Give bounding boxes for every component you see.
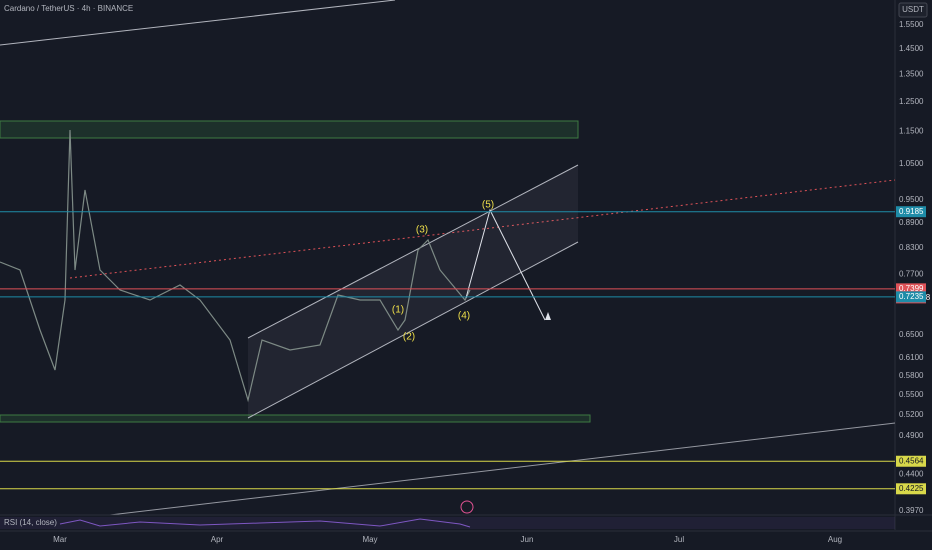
time-label: Apr (211, 535, 224, 544)
price-tick-label: 0.8300 (899, 243, 924, 252)
alert-icon[interactable] (460, 500, 474, 514)
price-tick-label: 0.4900 (899, 431, 924, 440)
wave-label: (5) (482, 200, 494, 211)
price-tick-label: 0.7700 (899, 270, 924, 279)
price-tick-label: 0.5500 (899, 390, 924, 399)
wave-label: (3) (416, 225, 428, 236)
price-tag (896, 206, 926, 218)
channel-fill (248, 165, 578, 418)
time-label: Jul (674, 535, 684, 544)
time-label: Aug (828, 535, 842, 544)
price-tick-label: 1.5500 (899, 20, 924, 29)
supply-zone (0, 120, 579, 139)
currency: USDT (902, 5, 924, 14)
channel-line (247, 241, 579, 419)
time-label: May (362, 535, 377, 544)
wave-label: (2) (403, 332, 415, 343)
wave-label: (4) (458, 311, 470, 322)
symbol-title: Cardano / TetherUS · 4h · BINANCE (4, 4, 133, 13)
price-sketch (0, 129, 471, 403)
price-tag-label: 0.7235 (899, 292, 924, 301)
wave-label: (1) (392, 305, 404, 316)
projection (465, 208, 546, 321)
price-tick-label: 1.4500 (899, 44, 924, 53)
price-tag-label: 0.4564 (899, 456, 924, 465)
price-tick-label: 0.5200 (899, 410, 924, 419)
rsi-line (59, 518, 471, 528)
time-label: Jun (521, 535, 534, 544)
channel-line (247, 164, 579, 339)
currency-button[interactable] (898, 2, 928, 18)
time-label: Mar (53, 535, 67, 544)
price-tag (896, 291, 926, 303)
trend-line (109, 422, 896, 516)
price-tag (896, 455, 926, 467)
price-tick-label: 0.9500 (899, 195, 924, 204)
trend-line (0, 0, 396, 46)
price-tag-label: 0.9185 (899, 207, 924, 216)
rsi-band (0, 517, 895, 529)
indicator-label: RSI (14, close) (4, 518, 57, 527)
dotted-line (69, 179, 896, 279)
price-tick-label: 0.6100 (899, 353, 924, 362)
price-tag-label: 0.4225 (899, 484, 924, 493)
arrow-head (545, 312, 551, 320)
price-tick-label: 0.6500 (899, 330, 924, 339)
price-tick-label: 0.4400 (899, 469, 924, 478)
price-tick-label: 1.0500 (899, 159, 924, 168)
price-tick-label: 0.5800 (899, 371, 924, 380)
price-tick-label: 0.3970 (899, 506, 924, 515)
price-tick-label: 1.2500 (899, 97, 924, 106)
price-tag-label: 0.7399 (899, 284, 924, 293)
demand-zone (0, 414, 591, 423)
price-tick-label: 1.3500 (899, 69, 924, 78)
price-tick-label: 0.8900 (899, 218, 924, 227)
price-tag (896, 483, 926, 495)
price-tick-label: 1.1500 (899, 127, 924, 136)
